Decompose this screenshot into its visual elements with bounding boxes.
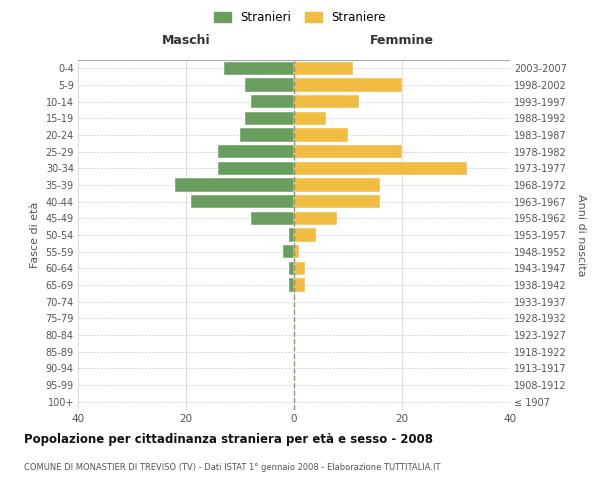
Bar <box>240 128 294 141</box>
Bar <box>218 145 294 158</box>
Y-axis label: Anni di nascita: Anni di nascita <box>577 194 586 276</box>
Bar <box>294 145 402 158</box>
Text: COMUNE DI MONASTIER DI TREVISO (TV) - Dati ISTAT 1° gennaio 2008 - Elaborazione : COMUNE DI MONASTIER DI TREVISO (TV) - Da… <box>24 462 440 471</box>
Bar <box>245 78 294 92</box>
Bar <box>251 95 294 108</box>
Bar <box>294 128 348 141</box>
Text: Femmine: Femmine <box>370 34 434 46</box>
Bar <box>294 262 305 275</box>
Bar <box>289 262 294 275</box>
Bar <box>294 228 316 241</box>
Bar <box>294 212 337 225</box>
Bar <box>245 112 294 125</box>
Bar <box>294 195 380 208</box>
Bar <box>251 212 294 225</box>
Bar <box>224 62 294 75</box>
Bar <box>294 112 326 125</box>
Bar <box>294 245 299 258</box>
Bar <box>218 162 294 175</box>
Bar <box>294 278 305 291</box>
Bar <box>175 178 294 192</box>
Bar <box>294 162 467 175</box>
Bar <box>289 278 294 291</box>
Bar <box>294 78 402 92</box>
Bar <box>294 62 353 75</box>
Legend: Stranieri, Straniere: Stranieri, Straniere <box>214 11 386 24</box>
Bar <box>289 228 294 241</box>
Text: Popolazione per cittadinanza straniera per età e sesso - 2008: Popolazione per cittadinanza straniera p… <box>24 432 433 446</box>
Y-axis label: Fasce di età: Fasce di età <box>30 202 40 268</box>
Bar <box>294 178 380 192</box>
Bar <box>283 245 294 258</box>
Bar <box>191 195 294 208</box>
Bar <box>294 95 359 108</box>
Text: Maschi: Maschi <box>161 34 211 46</box>
